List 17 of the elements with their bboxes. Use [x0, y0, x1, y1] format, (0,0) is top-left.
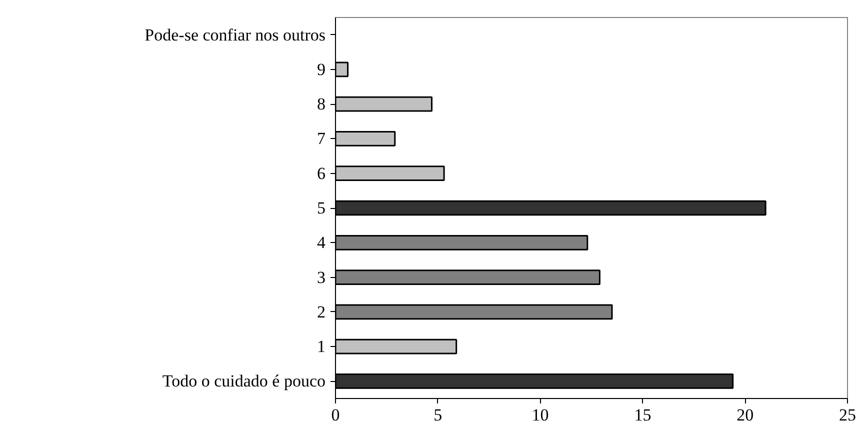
y-tick-label: Pode-se confiar nos outros — [144, 25, 326, 44]
x-tick-label: 25 — [839, 406, 856, 424]
y-tick-label: 6 — [317, 164, 326, 183]
x-tick-label: 10 — [532, 406, 549, 424]
x-tick-label: 15 — [634, 406, 652, 424]
y-tick-label: 8 — [317, 94, 326, 114]
x-tick-label: 0 — [331, 406, 340, 424]
y-tick-label: 9 — [317, 60, 326, 79]
y-tick-label: 7 — [317, 129, 326, 148]
x-tick-label: 20 — [736, 406, 754, 424]
y-tick-label: 4 — [317, 233, 326, 252]
y-tick-label: 2 — [317, 302, 326, 322]
y-tick-label: 1 — [317, 337, 326, 356]
y-tick-label: 5 — [317, 198, 326, 218]
x-tick-label: 5 — [434, 406, 442, 424]
y-tick-label: 3 — [317, 268, 326, 287]
y-tick-label: Todo o cuidado é pouco — [162, 372, 326, 391]
